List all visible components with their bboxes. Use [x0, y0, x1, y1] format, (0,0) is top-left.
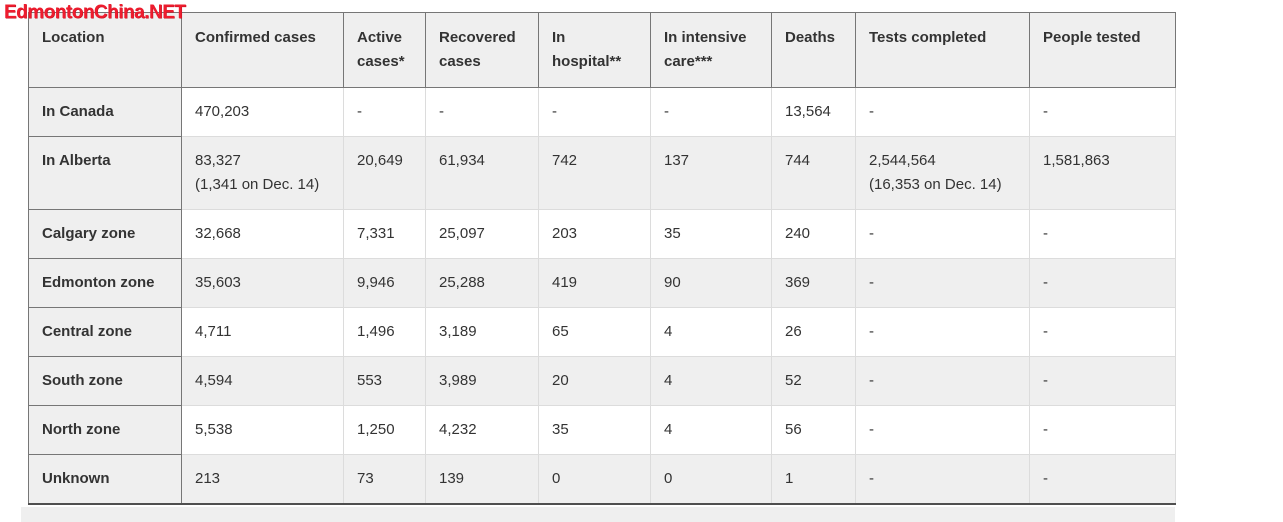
table-cell: -: [650, 87, 772, 137]
table-cell: 4: [650, 356, 772, 406]
table-cell: -: [855, 356, 1030, 406]
table-cell: -: [855, 87, 1030, 137]
table-cell: 742: [538, 136, 651, 210]
table-row-edmonton-zone: Edmonton zone 35,603 9,946 25,288 419 90…: [28, 258, 1176, 308]
table-cell: 7,331: [343, 209, 426, 259]
table-row-north-zone: North zone 5,538 1,250 4,232 35 4 56 - -: [28, 405, 1176, 455]
table-cell: 20: [538, 356, 651, 406]
table-cell: 139: [425, 454, 539, 505]
table-cell: -: [343, 87, 426, 137]
table-cell: 9,946: [343, 258, 426, 308]
table-cell: 35: [538, 405, 651, 455]
table-cell: 553: [343, 356, 426, 406]
table-cell: 137: [650, 136, 772, 210]
table-row-unknown: Unknown 213 73 139 0 0 1 - -: [28, 454, 1176, 505]
column-header-recovered-cases: Recovered cases: [425, 12, 539, 88]
row-header-in-alberta: In Alberta: [28, 136, 182, 210]
table-cell: 20,649: [343, 136, 426, 210]
table-row-in-alberta: In Alberta 83,327 (1,341 on Dec. 14) 20,…: [28, 136, 1176, 210]
table-cell: -: [855, 258, 1030, 308]
table-cell: 3,989: [425, 356, 539, 406]
table-cell: -: [1029, 258, 1176, 308]
table-cell: 240: [771, 209, 856, 259]
column-header-people-tested: People tested: [1029, 12, 1176, 88]
table-cell: 35,603: [181, 258, 344, 308]
table-cell: 26: [771, 307, 856, 357]
table-cell: -: [1029, 454, 1176, 505]
table-cell: -: [425, 87, 539, 137]
column-header-deaths: Deaths: [771, 12, 856, 88]
table-cell: 470,203: [181, 87, 344, 137]
table-cell: 73: [343, 454, 426, 505]
table-cell: 0: [650, 454, 772, 505]
covid-stats-table-container: Location Confirmed cases Active cases* R…: [28, 12, 1176, 505]
table-row-in-canada: In Canada 470,203 - - - - 13,564 - -: [28, 87, 1176, 137]
table-cell: 1,250: [343, 405, 426, 455]
table-row-central-zone: Central zone 4,711 1,496 3,189 65 4 26 -…: [28, 307, 1176, 357]
table-cell: 4,232: [425, 405, 539, 455]
table-cell: -: [1029, 307, 1176, 357]
table-cell: 52: [771, 356, 856, 406]
table-cell: -: [855, 405, 1030, 455]
row-header-unknown: Unknown: [28, 454, 182, 505]
table-cell: 2,544,564 (16,353 on Dec. 14): [855, 136, 1030, 210]
table-cell: -: [1029, 209, 1176, 259]
table-cell: 56: [771, 405, 856, 455]
table-cell: 4,711: [181, 307, 344, 357]
table-cell: -: [1029, 405, 1176, 455]
row-header-edmonton-zone: Edmonton zone: [28, 258, 182, 308]
table-cell: 90: [650, 258, 772, 308]
table-cell: 35: [650, 209, 772, 259]
table-cell: 61,934: [425, 136, 539, 210]
table-cell: 25,288: [425, 258, 539, 308]
table-cell: 3,189: [425, 307, 539, 357]
table-cell: 65: [538, 307, 651, 357]
table-cell: 25,097: [425, 209, 539, 259]
table-cell: 1,581,863: [1029, 136, 1176, 210]
table-cell: 83,327 (1,341 on Dec. 14): [181, 136, 344, 210]
table-cell: 4: [650, 307, 772, 357]
row-header-central-zone: Central zone: [28, 307, 182, 357]
table-cell: 32,668: [181, 209, 344, 259]
table-cell: 203: [538, 209, 651, 259]
column-header-active-cases: Active cases*: [343, 12, 426, 88]
table-cell: -: [855, 209, 1030, 259]
table-cell: -: [855, 307, 1030, 357]
table-cell: 5,538: [181, 405, 344, 455]
row-header-north-zone: North zone: [28, 405, 182, 455]
table-cell: -: [538, 87, 651, 137]
table-cell: 1: [771, 454, 856, 505]
table-cell: 1,496: [343, 307, 426, 357]
column-header-location: Location: [28, 12, 182, 88]
covid-stats-table: Location Confirmed cases Active cases* R…: [28, 12, 1176, 505]
table-cell: 369: [771, 258, 856, 308]
table-cell: 744: [771, 136, 856, 210]
watermark-text: EdmontonChina.NET: [4, 2, 186, 23]
row-header-in-canada: In Canada: [28, 87, 182, 137]
column-header-tests-completed: Tests completed: [855, 12, 1030, 88]
table-cell: 213: [181, 454, 344, 505]
header-row: Location Confirmed cases Active cases* R…: [28, 12, 1176, 88]
row-header-calgary-zone: Calgary zone: [28, 209, 182, 259]
table-row-calgary-zone: Calgary zone 32,668 7,331 25,097 203 35 …: [28, 209, 1176, 259]
table-cell: -: [1029, 87, 1176, 137]
column-header-in-intensive-care: In intensive care***: [650, 12, 772, 88]
below-table-section: [21, 507, 1175, 522]
table-cell: 0: [538, 454, 651, 505]
table-cell: 419: [538, 258, 651, 308]
table-cell: 13,564: [771, 87, 856, 137]
table-cell: 4,594: [181, 356, 344, 406]
table-cell: -: [1029, 356, 1176, 406]
table-cell: 4: [650, 405, 772, 455]
row-header-south-zone: South zone: [28, 356, 182, 406]
table-row-south-zone: South zone 4,594 553 3,989 20 4 52 - -: [28, 356, 1176, 406]
column-header-in-hospital: In hospital**: [538, 12, 651, 88]
table-cell: -: [855, 454, 1030, 505]
column-header-confirmed-cases: Confirmed cases: [181, 12, 344, 88]
